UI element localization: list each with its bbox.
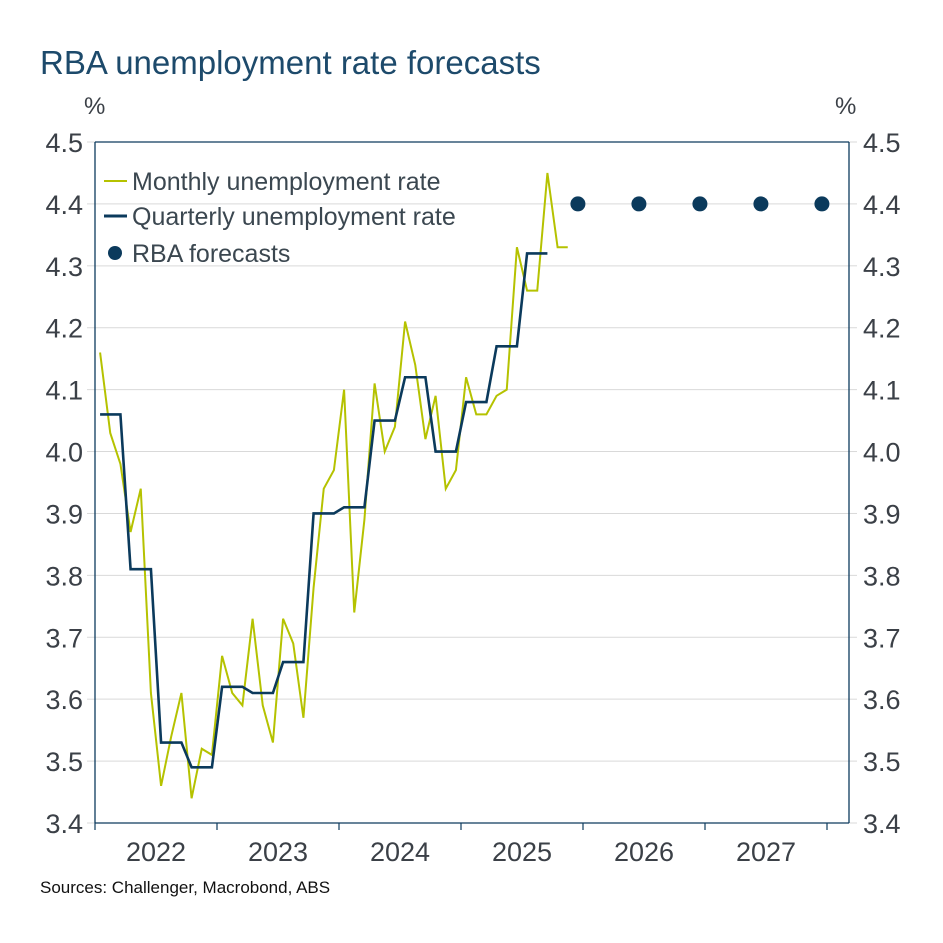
y-tick-label-right: 3.7 <box>863 623 901 653</box>
legend-swatch-forecast <box>108 246 122 260</box>
rba-forecast-dot <box>753 196 769 212</box>
x-tick-label: 2023 <box>248 837 308 867</box>
x-tick-label: 2026 <box>614 837 674 867</box>
y-tick-label-right: 3.6 <box>863 685 901 715</box>
rba-forecast-dot <box>814 196 830 212</box>
x-ticks: 2022 2023 2024 2025 2026 2027 <box>94 823 828 867</box>
monthly-unemployment-line <box>99 172 568 799</box>
y-tick-label-left: 4.0 <box>45 438 83 468</box>
y-tick-label-right: 3.9 <box>863 499 901 529</box>
y-tick-label-left: 3.8 <box>45 561 83 591</box>
y-axis-label-left: % <box>84 93 105 120</box>
y-tick-label-right: 4.4 <box>863 190 901 220</box>
rba-forecast-dot <box>631 196 647 212</box>
y-tick-label-right: 4.1 <box>863 376 901 406</box>
y-tick-label-right: 4.0 <box>863 438 901 468</box>
y-tick-label-left: 4.2 <box>45 314 83 344</box>
y-tick-label-left: 3.7 <box>45 623 83 653</box>
x-tick-label: 2024 <box>370 837 430 867</box>
y-axis-label-right: % <box>835 93 856 120</box>
gridlines <box>95 203 849 762</box>
y-tick-label-left: 3.4 <box>45 809 83 839</box>
y-tick-label-left: 3.6 <box>45 685 83 715</box>
y-tick-label-left: 3.9 <box>45 499 83 529</box>
y-tick-label-right: 3.4 <box>863 809 901 839</box>
chart-title: RBA unemployment rate forecasts <box>40 44 541 81</box>
y-tick-label-left: 4.5 <box>45 128 83 158</box>
y-tick-label-left: 4.3 <box>45 252 83 282</box>
y-tick-label-right: 3.8 <box>863 561 901 591</box>
x-tick-label: 2025 <box>492 837 552 867</box>
rba-forecast-dot <box>570 196 586 212</box>
y-tick-label-left: 3.5 <box>45 747 83 777</box>
quarterly-unemployment-line <box>100 252 548 769</box>
y-tick-label-left: 4.1 <box>45 376 83 406</box>
y-tick-label-right: 3.5 <box>863 747 901 777</box>
y-tick-label-right: 4.5 <box>863 128 901 158</box>
y-ticks: 4.5 4.5 4.4 4.4 4.3 4.3 4.2 4.2 4.1 4.1 4.0 4.0 3.9 3… <box>45 128 900 839</box>
legend: Monthly unemployment rate Quarterly unem… <box>104 168 456 268</box>
x-tick-label: 2022 <box>126 837 186 867</box>
rba-forecast-dot <box>692 196 708 212</box>
legend-label-quarterly: Quarterly unemployment rate <box>132 203 456 231</box>
axis-frame <box>94 141 850 824</box>
legend-label-forecast: RBA forecasts <box>132 240 290 268</box>
source-note: Sources: Challenger, Macrobond, ABS <box>40 878 330 897</box>
y-tick-label-left: 4.4 <box>45 190 83 220</box>
y-tick-label-right: 4.3 <box>863 252 901 282</box>
legend-label-monthly: Monthly unemployment rate <box>132 168 440 196</box>
y-tick-label-right: 4.2 <box>863 314 901 344</box>
x-tick-label: 2027 <box>736 837 796 867</box>
plot-area <box>99 172 830 799</box>
